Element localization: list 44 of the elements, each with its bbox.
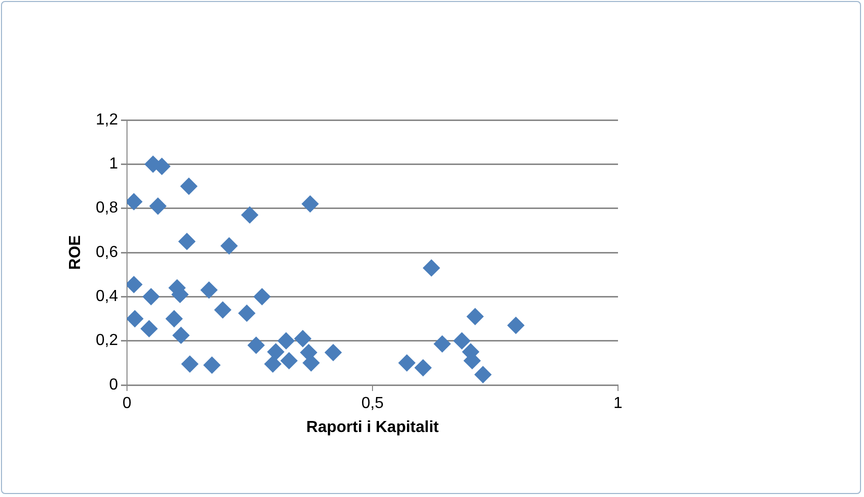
point <box>466 308 484 326</box>
point <box>238 304 256 322</box>
point <box>214 301 232 318</box>
point <box>474 366 492 384</box>
y-tick-label: 1,2 <box>96 111 118 128</box>
point <box>278 332 295 350</box>
y-tick-label: 0,8 <box>96 200 118 217</box>
point <box>414 359 432 376</box>
x-tick-label: 1 <box>614 395 623 412</box>
y-tick-label: 0,4 <box>96 288 118 306</box>
y-tick-label: 0 <box>109 376 118 394</box>
point <box>200 282 218 299</box>
point <box>140 320 158 338</box>
point <box>324 344 342 362</box>
y-tick-label: 0,6 <box>96 244 118 261</box>
x-axis-title: Raporti i Kapitalit <box>306 418 440 436</box>
point <box>422 259 440 276</box>
point <box>248 336 265 354</box>
point <box>254 288 271 306</box>
point <box>264 356 282 373</box>
point <box>294 330 312 348</box>
point <box>507 316 524 334</box>
x-tick-label: 0,5 <box>361 395 384 412</box>
y-tick-label: 1 <box>109 156 118 173</box>
point <box>280 352 298 370</box>
point <box>142 288 160 306</box>
point <box>220 237 238 254</box>
y-tick-label: 0,2 <box>96 332 118 350</box>
y-axis-title: ROE <box>67 234 84 270</box>
point <box>181 356 198 373</box>
point <box>434 335 451 352</box>
point <box>241 206 258 224</box>
point <box>166 310 183 328</box>
point <box>180 178 198 195</box>
x-tick-label: 0 <box>122 395 132 412</box>
point <box>178 232 196 250</box>
point <box>453 332 470 350</box>
point <box>127 310 144 328</box>
point <box>302 195 319 212</box>
point <box>267 343 284 360</box>
point <box>398 354 416 372</box>
point <box>149 198 166 215</box>
point <box>172 326 190 344</box>
point <box>203 356 220 374</box>
